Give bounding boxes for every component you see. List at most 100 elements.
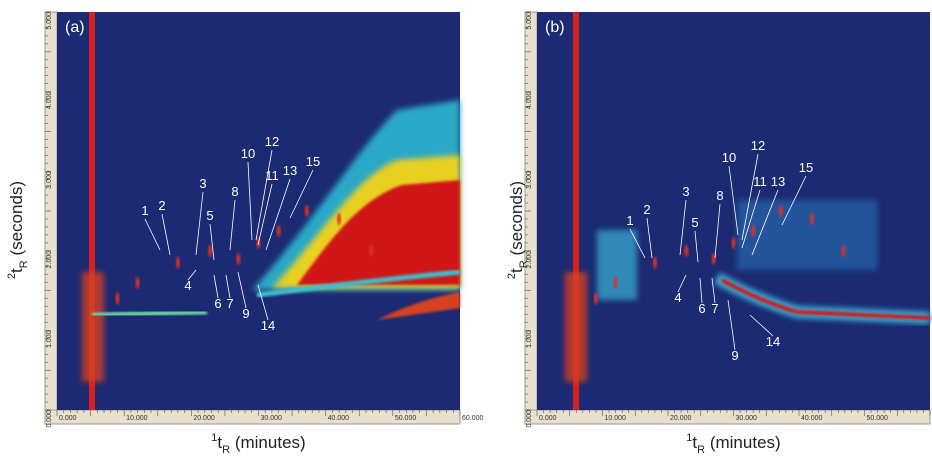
x-axis-label: 1tR (minutes) xyxy=(686,432,780,456)
peak-label: 9 xyxy=(731,348,738,363)
peak-leader xyxy=(714,203,721,259)
peak-label: 5 xyxy=(691,215,698,230)
x-axis-label-sup: 1 xyxy=(211,432,217,444)
blob-core xyxy=(297,180,460,285)
y-axis-label-sup: 2 xyxy=(506,273,518,279)
peak-label: 14 xyxy=(261,318,275,333)
y-tick-label: 3.000 xyxy=(526,171,533,189)
peak-label: 3 xyxy=(199,176,206,191)
peak-label: 6 xyxy=(698,301,705,316)
peak-leader xyxy=(237,271,247,309)
peak-leader xyxy=(265,178,291,251)
y-axis-label-main: t xyxy=(507,268,526,273)
peak-label: 1 xyxy=(626,213,633,228)
y-axis-label-sub: R xyxy=(518,260,530,268)
x-tick-label: 0.000 xyxy=(59,415,77,422)
peak-label: 4 xyxy=(184,278,191,293)
streak-cluster xyxy=(597,230,637,300)
peak-leader xyxy=(225,274,231,299)
x-tick-label: 30.000 xyxy=(261,415,283,422)
y-axis-label: 2tR (seconds) xyxy=(6,181,30,279)
x-tick-label: 10.000 xyxy=(605,415,627,422)
y-axis-label: 2tR (seconds) xyxy=(506,181,530,279)
panel-label: (b) xyxy=(545,19,565,36)
peak-spot xyxy=(115,292,120,305)
peak-label: 4 xyxy=(674,290,681,305)
low-trail xyxy=(91,309,208,318)
y-tick-label: 2.000 xyxy=(526,251,533,269)
y-tick-label: 3.000 xyxy=(46,171,53,189)
x-tick-label: 40.000 xyxy=(328,415,350,422)
peak-leader xyxy=(728,165,739,236)
peak-leader xyxy=(711,277,716,304)
y-axis-label-sup: 2 xyxy=(6,273,18,279)
peak-leader xyxy=(741,153,759,241)
solvent-band xyxy=(89,12,95,410)
peak-spot xyxy=(751,224,756,237)
y-tick-label: 2.000 xyxy=(46,251,53,269)
peak-leader xyxy=(646,217,653,259)
x-tick-label: 40.000 xyxy=(801,415,823,422)
peak-spot xyxy=(778,205,783,217)
peak-spot xyxy=(337,212,342,225)
peak-leader xyxy=(161,213,171,256)
peak-label: 7 xyxy=(226,296,233,311)
y-axis-label-main: t xyxy=(7,268,26,273)
heatmap xyxy=(82,12,461,410)
peak-spot xyxy=(276,224,281,237)
peak-spot xyxy=(236,252,241,265)
x-tick-label: 20.000 xyxy=(670,415,692,422)
peak-spot xyxy=(613,276,618,289)
peak-spot xyxy=(304,205,309,217)
solvent-band xyxy=(573,12,579,410)
x-axis-label-sub: R xyxy=(697,444,705,456)
peak-leader xyxy=(229,199,236,251)
y-tick-label: 5.000 xyxy=(526,12,533,30)
y-axis-label-rest: (seconds) xyxy=(7,181,26,260)
x-tick-label: 50.000 xyxy=(395,415,417,422)
peak-leader xyxy=(699,277,703,304)
y-axis-label-rest: (seconds) xyxy=(507,181,526,260)
peak-spot xyxy=(208,244,213,257)
y-tick-label: 4.000 xyxy=(526,92,533,110)
peak-spot xyxy=(369,244,374,257)
peak-label: 13 xyxy=(771,174,785,189)
peak-label: 12 xyxy=(751,138,765,153)
peak-label: 11 xyxy=(265,168,279,183)
y-tick-label: 1.000 xyxy=(526,330,533,348)
peak-label: 13 xyxy=(283,163,297,178)
peak-leader xyxy=(749,314,774,337)
x-tick-label: 0.000 xyxy=(539,415,557,422)
peak-spot xyxy=(135,276,140,289)
peak-leader xyxy=(247,161,253,241)
y-tick-label: 5.000 xyxy=(46,12,53,30)
y-tick-label: 1.000 xyxy=(46,330,53,348)
peak-leader xyxy=(741,189,761,249)
peak-leader xyxy=(209,223,215,261)
peak-leader xyxy=(781,175,807,226)
peak-spot xyxy=(841,244,846,257)
peak-label: 15 xyxy=(306,154,320,169)
peak-label: 8 xyxy=(716,188,723,203)
peak-label: 11 xyxy=(753,174,767,189)
peak-label: 15 xyxy=(799,160,813,175)
tail-core xyxy=(721,278,931,320)
peak-label: 7 xyxy=(711,301,718,316)
x-tick-label: 10.000 xyxy=(126,415,148,422)
peak-label: 2 xyxy=(158,198,165,213)
x-axis-label-main: t xyxy=(692,433,697,452)
peak-label: 5 xyxy=(206,208,213,223)
peak-leader xyxy=(289,169,314,219)
y-tick-label: 0.000 xyxy=(46,410,53,428)
x-axis-label-rest: (minutes) xyxy=(705,433,781,452)
x-axis-label-sup: 1 xyxy=(686,432,692,444)
peak-spot xyxy=(175,256,180,269)
peak-leader xyxy=(257,183,273,246)
x-axis-label-sub: R xyxy=(222,444,230,456)
peak-label: 14 xyxy=(766,334,780,349)
peak-label: 2 xyxy=(643,202,650,217)
peak-label: 10 xyxy=(722,150,736,165)
y-tick-label: 0.000 xyxy=(526,410,533,428)
peak-leader xyxy=(187,269,197,281)
